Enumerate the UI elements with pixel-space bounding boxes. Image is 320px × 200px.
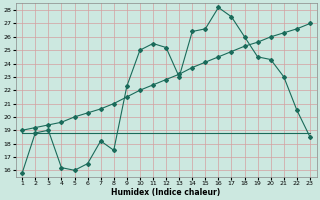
X-axis label: Humidex (Indice chaleur): Humidex (Indice chaleur) [111,188,221,197]
